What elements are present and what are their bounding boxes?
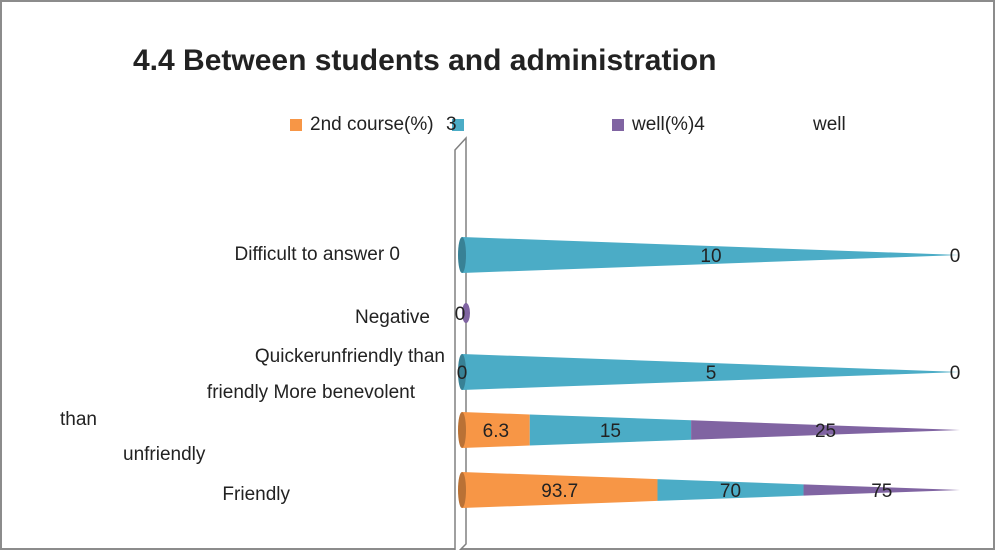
cone-segment — [462, 412, 530, 448]
data-label: 5 — [706, 363, 717, 384]
legend-swatch — [290, 119, 302, 131]
category-label: unfriendly — [123, 444, 206, 465]
cone-segment — [462, 354, 960, 390]
category-label: Friendly — [222, 484, 290, 505]
legend-swatch — [452, 119, 464, 131]
category-label: Negative — [355, 307, 430, 328]
category-label: Quickerunfriendly than — [255, 346, 445, 367]
data-label: 75 — [871, 481, 892, 502]
cone-base — [458, 412, 466, 448]
data-label: 0 — [457, 363, 468, 384]
data-label: 70 — [720, 481, 741, 502]
category-label: than — [60, 409, 97, 430]
data-label: 0 — [950, 363, 961, 384]
cone-segment — [803, 484, 960, 496]
cone-segment — [657, 479, 804, 501]
data-label: 6.3 — [483, 421, 509, 442]
legend-label: well(%)4 — [631, 114, 705, 135]
category-label: Difficult to answer 0 — [235, 244, 400, 265]
legend-label: 2nd course(%) — [310, 114, 434, 135]
cone-segment — [691, 420, 960, 440]
data-label: 0 — [455, 304, 466, 325]
cone-base — [458, 354, 466, 390]
cone-segment — [462, 472, 658, 508]
data-label: 0 — [950, 246, 961, 267]
legend-swatch — [612, 119, 624, 131]
data-label: 15 — [600, 421, 621, 442]
cone-base — [458, 472, 466, 508]
cone-segment — [529, 414, 692, 446]
cone-base — [458, 237, 466, 273]
data-label: 10 — [700, 246, 721, 267]
data-label: 93.7 — [541, 481, 578, 502]
cone-segment — [462, 237, 960, 273]
category-label: friendly More benevolent — [207, 382, 416, 403]
chart-title: 4.4 Between students and administration — [133, 44, 716, 77]
legend-label: well — [812, 114, 846, 135]
legend-label: 3 — [446, 114, 457, 135]
cone-segment — [462, 303, 470, 323]
data-label: 25 — [815, 421, 836, 442]
